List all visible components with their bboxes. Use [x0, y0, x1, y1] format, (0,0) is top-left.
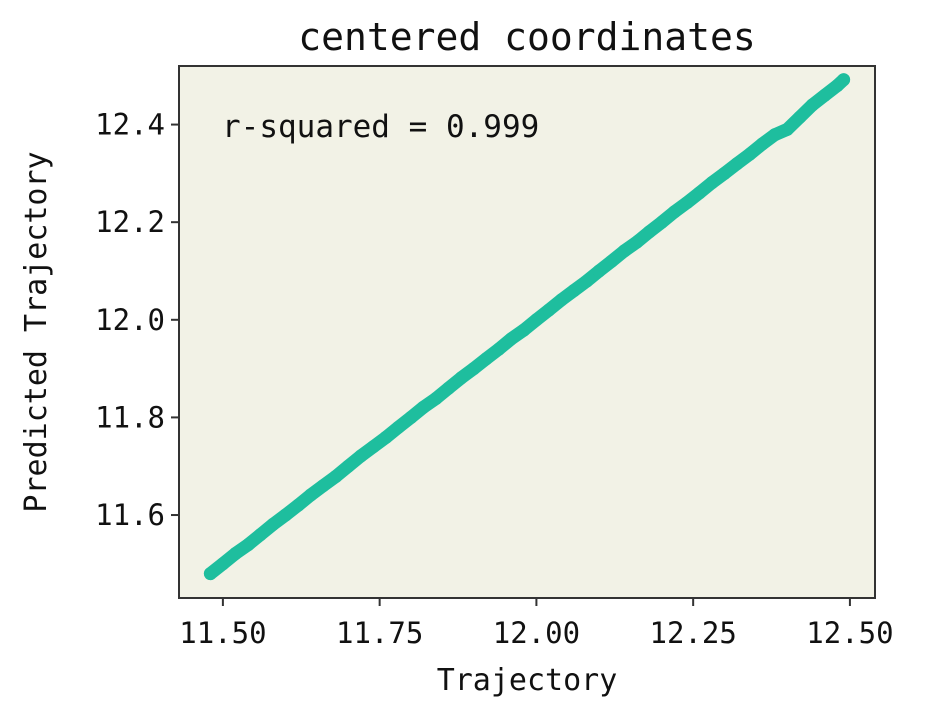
chart-title: centered coordinates — [298, 15, 756, 59]
data-point-band — [203, 73, 851, 581]
data-point — [743, 147, 757, 161]
data-point — [592, 264, 606, 278]
data-point — [692, 186, 706, 200]
data-point — [467, 362, 481, 376]
data-point — [216, 557, 230, 571]
data-point — [379, 430, 393, 444]
data-point — [504, 332, 518, 346]
data-point — [793, 110, 807, 124]
x-tick-label: 11.50 — [179, 616, 266, 650]
y-tick-label: 12.2 — [95, 205, 165, 239]
data-point — [567, 284, 581, 297]
y-axis-ticks: 11.6 11.8 12.0 12.2 12.4 — [95, 108, 179, 532]
data-point — [454, 371, 468, 385]
data-point — [304, 488, 318, 502]
r-squared-annotation: r-squared = 0.999 — [222, 109, 539, 145]
data-point — [241, 538, 255, 552]
data-point — [755, 137, 769, 151]
data-point — [730, 157, 744, 171]
data-point — [254, 528, 267, 542]
data-point — [316, 479, 330, 493]
data-point — [492, 342, 506, 356]
y-axis-label: Predicted Trajectory — [19, 151, 54, 512]
data-point — [837, 73, 851, 87]
data-point — [529, 313, 543, 327]
data-point — [517, 323, 531, 337]
data-point — [718, 166, 731, 180]
data-point — [442, 381, 456, 395]
data-point — [291, 498, 305, 512]
data-point — [680, 196, 694, 210]
data-point — [780, 122, 794, 136]
data-point — [279, 508, 293, 522]
data-point — [667, 205, 681, 219]
data-point — [479, 352, 493, 366]
data-point — [630, 235, 644, 249]
y-tick-label: 12.4 — [95, 108, 165, 142]
data-point — [818, 88, 832, 102]
data-point — [768, 128, 782, 142]
data-point — [705, 176, 719, 190]
x-tick-label: 12.25 — [650, 616, 737, 650]
x-tick-label: 12.00 — [493, 616, 580, 650]
x-axis-ticks: 11.50 11.75 12.00 12.25 12.50 — [179, 598, 894, 650]
data-point — [417, 400, 430, 414]
data-point — [642, 225, 656, 239]
data-point — [542, 303, 556, 317]
data-point — [805, 98, 819, 112]
data-point — [429, 391, 443, 405]
data-point — [655, 215, 669, 229]
plot-frame — [178, 65, 876, 599]
data-points — [203, 73, 851, 581]
data-point — [203, 567, 217, 581]
y-tick-label: 11.6 — [95, 498, 165, 532]
data-point — [617, 244, 631, 258]
x-tick-label: 11.75 — [336, 616, 423, 650]
data-point — [555, 293, 568, 307]
x-tick-label: 12.50 — [806, 616, 893, 650]
x-axis-label: Trajectory — [437, 663, 618, 698]
data-point — [228, 547, 242, 561]
data-point — [605, 254, 619, 268]
data-point — [266, 517, 280, 531]
y-tick-label: 12.0 — [95, 303, 165, 337]
data-point — [392, 420, 405, 434]
data-point — [366, 440, 380, 454]
y-tick-label: 11.8 — [95, 400, 165, 434]
data-point — [341, 459, 355, 473]
data-point — [404, 410, 418, 424]
data-point — [580, 274, 594, 288]
data-point — [354, 449, 368, 463]
data-point — [329, 470, 343, 483]
